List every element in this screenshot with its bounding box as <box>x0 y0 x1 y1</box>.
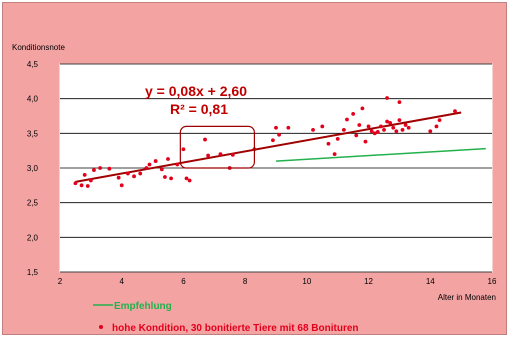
data-point <box>400 127 405 132</box>
data-point <box>98 166 103 170</box>
data-point <box>82 173 87 177</box>
data-point <box>406 125 411 130</box>
data-point <box>311 127 315 132</box>
x-tick-label: 10 <box>302 277 311 286</box>
data-point <box>163 175 167 179</box>
data-point <box>286 125 291 130</box>
y-axis-label: Konditionsnote <box>12 43 65 52</box>
data-point <box>351 112 356 116</box>
data-point <box>385 96 389 100</box>
trendline <box>75 111 462 183</box>
data-point <box>428 129 433 134</box>
data-point <box>230 152 235 157</box>
y-tick-labels: 1,5 2,0 2,5 3,0 3,5 4,0 4,5 <box>27 60 39 277</box>
legend-item-empfehlung: Empfehlung <box>114 301 172 312</box>
data-points <box>73 96 457 188</box>
data-point <box>92 168 96 172</box>
highlight-box <box>179 125 255 169</box>
data-point <box>85 184 90 188</box>
data-point <box>388 121 393 125</box>
data-point <box>88 178 93 183</box>
r-squared: R² = 0,81 <box>170 101 228 117</box>
data-point <box>375 130 380 134</box>
data-point <box>341 127 346 132</box>
data-point <box>184 176 189 181</box>
y-tick-label: 4,0 <box>27 95 39 104</box>
data-point <box>119 183 124 188</box>
data-point <box>360 106 365 111</box>
x-axis-label: Alter in Monaten <box>438 293 496 302</box>
y-tick-label: 4,5 <box>27 60 39 69</box>
data-point <box>107 166 112 171</box>
x-tick-label: 4 <box>119 277 124 286</box>
data-point <box>335 136 340 141</box>
data-point <box>169 176 173 181</box>
y-tick-label: 3,5 <box>27 129 39 138</box>
data-point <box>320 124 325 129</box>
data-point <box>453 109 457 114</box>
data-point <box>397 118 402 123</box>
data-point <box>379 124 383 129</box>
data-point <box>357 123 362 127</box>
data-point <box>218 152 223 157</box>
data-point <box>391 125 396 130</box>
data-point <box>274 125 278 130</box>
data-point <box>385 119 389 124</box>
data-point <box>203 137 207 142</box>
data-point <box>403 123 408 127</box>
data-point <box>153 159 158 163</box>
data-point <box>369 129 374 134</box>
recommendation-line <box>275 147 486 162</box>
regression-equation: y = 0,08x + 2,60 <box>145 83 247 99</box>
gridlines <box>60 63 492 273</box>
recommendation-line-group <box>275 147 486 162</box>
data-point <box>125 171 130 176</box>
data-point <box>79 183 84 188</box>
x-tick-label: 16 <box>488 277 497 286</box>
legend-item-hohe-kondition: hohe Kondition, 30 bonitierte Tiere mit … <box>112 323 359 334</box>
x-tick-label: 6 <box>181 277 186 286</box>
x-tick-label: 8 <box>243 277 248 286</box>
data-point <box>434 124 439 129</box>
x-tick-labels: 2 4 6 8 10 12 14 16 <box>58 277 497 286</box>
data-point <box>175 162 180 167</box>
data-point <box>372 131 377 136</box>
y-tick-label: 1,5 <box>27 268 39 277</box>
data-point <box>332 152 337 157</box>
y-tick-label: 2,5 <box>27 199 39 208</box>
data-point <box>382 127 386 132</box>
data-point <box>144 166 149 170</box>
data-point <box>354 133 359 138</box>
data-point <box>138 171 143 176</box>
data-point <box>132 174 136 179</box>
data-point <box>394 129 399 134</box>
data-point <box>147 162 152 167</box>
data-point <box>187 178 192 183</box>
x-tick-label: 14 <box>426 277 435 286</box>
trendline-group <box>75 111 462 183</box>
data-point <box>277 132 281 137</box>
data-point <box>366 124 371 129</box>
data-point <box>206 153 211 158</box>
data-point <box>271 138 275 143</box>
data-point <box>159 167 164 172</box>
data-point <box>363 139 368 144</box>
x-tick-label: 2 <box>58 277 63 286</box>
data-point <box>326 141 331 146</box>
data-point <box>73 181 78 186</box>
y-tick-label: 3,0 <box>27 164 39 173</box>
data-point <box>166 157 170 161</box>
y-tick-label: 2,0 <box>27 233 39 242</box>
data-point <box>437 118 442 123</box>
data-point <box>345 117 349 122</box>
legend-point-symbol <box>99 325 103 329</box>
data-point <box>181 147 186 152</box>
data-point <box>397 100 402 105</box>
x-tick-label: 12 <box>364 277 373 286</box>
data-point <box>116 175 121 180</box>
